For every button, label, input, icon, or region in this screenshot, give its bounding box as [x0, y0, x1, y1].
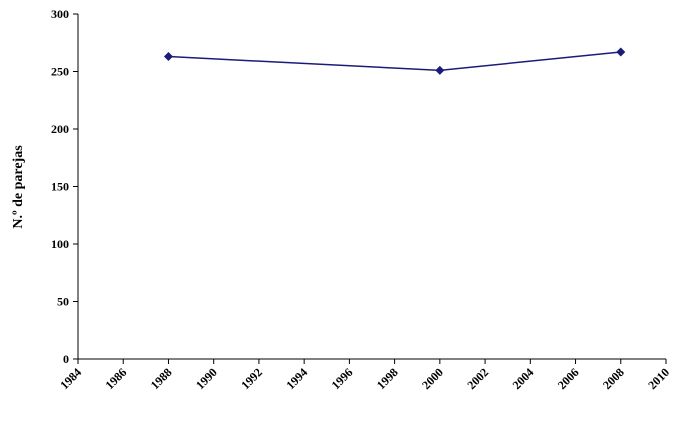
x-tick-label: 2000 — [419, 365, 446, 392]
y-axis: 0 50 100 150 200 250 300 — [51, 7, 79, 366]
x-tick-label: 1986 — [102, 365, 129, 392]
x-tick-label: 1992 — [238, 365, 265, 392]
x-tick-label: 2006 — [555, 365, 582, 392]
x-tick-label: 2002 — [464, 365, 491, 392]
x-tick-label: 2010 — [645, 365, 672, 392]
y-tick-label: 150 — [51, 180, 69, 194]
x-tick-label: 2004 — [510, 365, 537, 392]
x-tick-label: 2008 — [600, 365, 627, 392]
x-tick-label: 1998 — [374, 365, 401, 392]
x-tick-label: 1994 — [283, 365, 310, 392]
data-point-marker — [163, 52, 173, 62]
y-tick-label: 300 — [51, 7, 69, 21]
series-layer — [163, 47, 626, 75]
y-tick-label: 100 — [51, 237, 69, 251]
x-tick-label: 1990 — [193, 365, 220, 392]
y-tick-label: 250 — [51, 65, 69, 79]
data-point-marker — [435, 65, 445, 75]
x-tick-label: 1988 — [148, 365, 175, 392]
y-axis-title: N.º de parejas — [11, 145, 26, 229]
x-tick-label: 1996 — [329, 365, 356, 392]
y-tick-label: 200 — [51, 122, 69, 136]
x-axis: 1984 1986 1988 1990 1992 1994 1996 1998 2000 2002… — [57, 358, 672, 392]
x-tick-label: 1984 — [57, 365, 84, 392]
data-point-marker — [616, 47, 626, 57]
y-tick-label: 0 — [63, 352, 69, 366]
y-tick-label: 50 — [57, 295, 69, 309]
series-line — [168, 51, 621, 72]
